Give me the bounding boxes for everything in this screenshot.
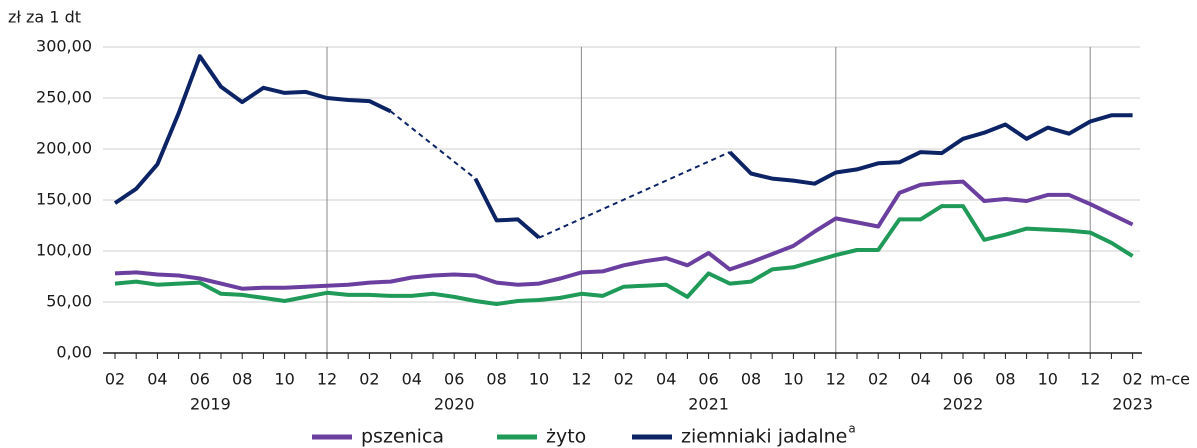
y-tick-label: 50,00 — [46, 292, 92, 311]
x-tick-label: 08 — [995, 370, 1015, 389]
legend-footnote-mark: a — [848, 422, 855, 436]
series-line — [113, 54, 392, 205]
x-tick-label: 04 — [656, 370, 676, 389]
y-tick-label: 200,00 — [36, 139, 92, 158]
x-tick-label: 02 — [359, 370, 379, 389]
y-tick-label: 100,00 — [36, 241, 92, 260]
x-axis-unit: m-ce — [1150, 370, 1190, 389]
series-line — [728, 113, 1133, 186]
x-tick-label: 12 — [571, 370, 591, 389]
year-label: 2022 — [943, 395, 984, 414]
gap-bridge — [389, 110, 477, 180]
x-tick-label: 10 — [783, 370, 803, 389]
x-tick-label: 12 — [1080, 370, 1100, 389]
y-tick-label: 150,00 — [36, 190, 92, 209]
year-label: 2020 — [434, 395, 475, 414]
year-label: 2023 — [1112, 395, 1153, 414]
y-axis-label: zł za 1 dt — [8, 8, 81, 27]
legend-label: ziemniaki jadalne — [681, 426, 847, 448]
x-tick-label: 10 — [1038, 370, 1058, 389]
series-line — [114, 179, 1134, 291]
y-tick-label: 250,00 — [36, 88, 92, 107]
x-tick-label: 08 — [232, 370, 252, 389]
x-tick-label: 02 — [614, 370, 634, 389]
x-tick-label: 04 — [402, 370, 422, 389]
x-tick-label: 10 — [529, 370, 549, 389]
x-tick-label: 08 — [486, 370, 506, 389]
x-tick-label: 06 — [698, 370, 718, 389]
legend-label: żyto — [546, 426, 586, 448]
x-tick-label: 06 — [953, 370, 973, 389]
x-tick-label: 08 — [741, 370, 761, 389]
year-label: 2019 — [190, 395, 231, 414]
gap-bridge — [538, 151, 731, 239]
x-tick-label: 02 — [868, 370, 888, 389]
legend-label: pszenica — [361, 426, 444, 448]
year-label: 2021 — [688, 395, 729, 414]
x-tick-label: 02 — [1122, 370, 1142, 389]
x-tick-label: 12 — [826, 370, 846, 389]
y-tick-label: 300,00 — [36, 37, 92, 56]
series-line — [473, 177, 541, 240]
x-tick-label: 02 — [105, 370, 125, 389]
x-tick-label: 06 — [444, 370, 464, 389]
series-line — [114, 204, 1134, 306]
x-tick-label: 06 — [190, 370, 210, 389]
x-tick-label: 04 — [147, 370, 167, 389]
x-tick-label: 12 — [317, 370, 337, 389]
y-tick-label: 0,00 — [56, 343, 92, 362]
legend: pszenica żyto ziemniaki jadalne a — [312, 422, 856, 448]
x-tick-label: 10 — [274, 370, 294, 389]
x-tick-label: 04 — [910, 370, 930, 389]
